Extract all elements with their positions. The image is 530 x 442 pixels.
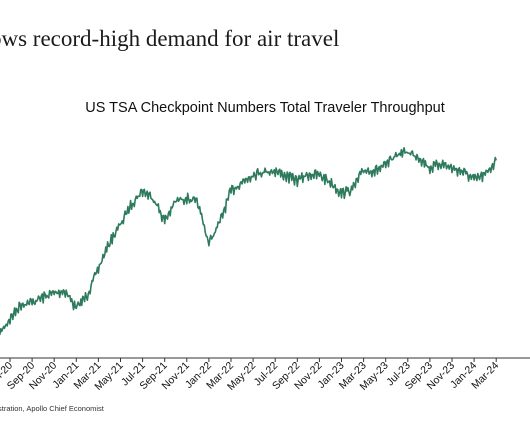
headline: ows record-high demand for air travel xyxy=(0,26,340,51)
series-line-throughput xyxy=(0,147,497,336)
source-note: stration, Apollo Chief Economist xyxy=(0,404,104,413)
chart-title: US TSA Checkpoint Numbers Total Traveler… xyxy=(85,100,445,116)
